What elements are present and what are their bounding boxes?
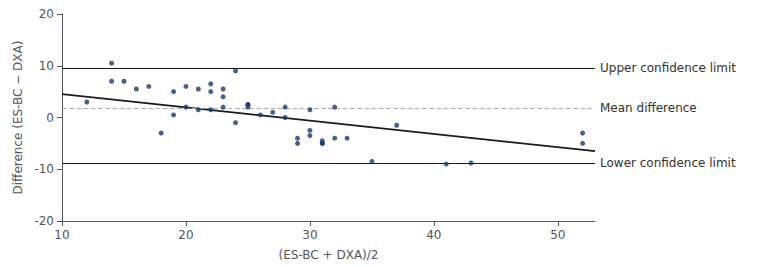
svg-text:50: 50 [550,228,565,242]
svg-text:10: 10 [54,228,69,242]
svg-text:-20: -20 [34,214,54,228]
svg-text:10: 10 [39,59,54,73]
svg-text:20: 20 [39,7,54,21]
svg-text:Mean difference: Mean difference [600,101,697,115]
svg-text:-10: -10 [34,162,54,176]
svg-text:(ES-BC + DXA)/2: (ES-BC + DXA)/2 [279,248,379,262]
svg-text:0: 0 [46,111,54,125]
svg-text:30: 30 [302,228,317,242]
svg-text:20: 20 [178,228,193,242]
svg-text:Lower confidence limit: Lower confidence limit [600,156,736,170]
svg-text:40: 40 [426,228,441,242]
svg-text:Upper confidence limit: Upper confidence limit [600,61,736,75]
svg-text:Difference (ES-BC − DXA): Difference (ES-BC − DXA) [11,41,25,195]
